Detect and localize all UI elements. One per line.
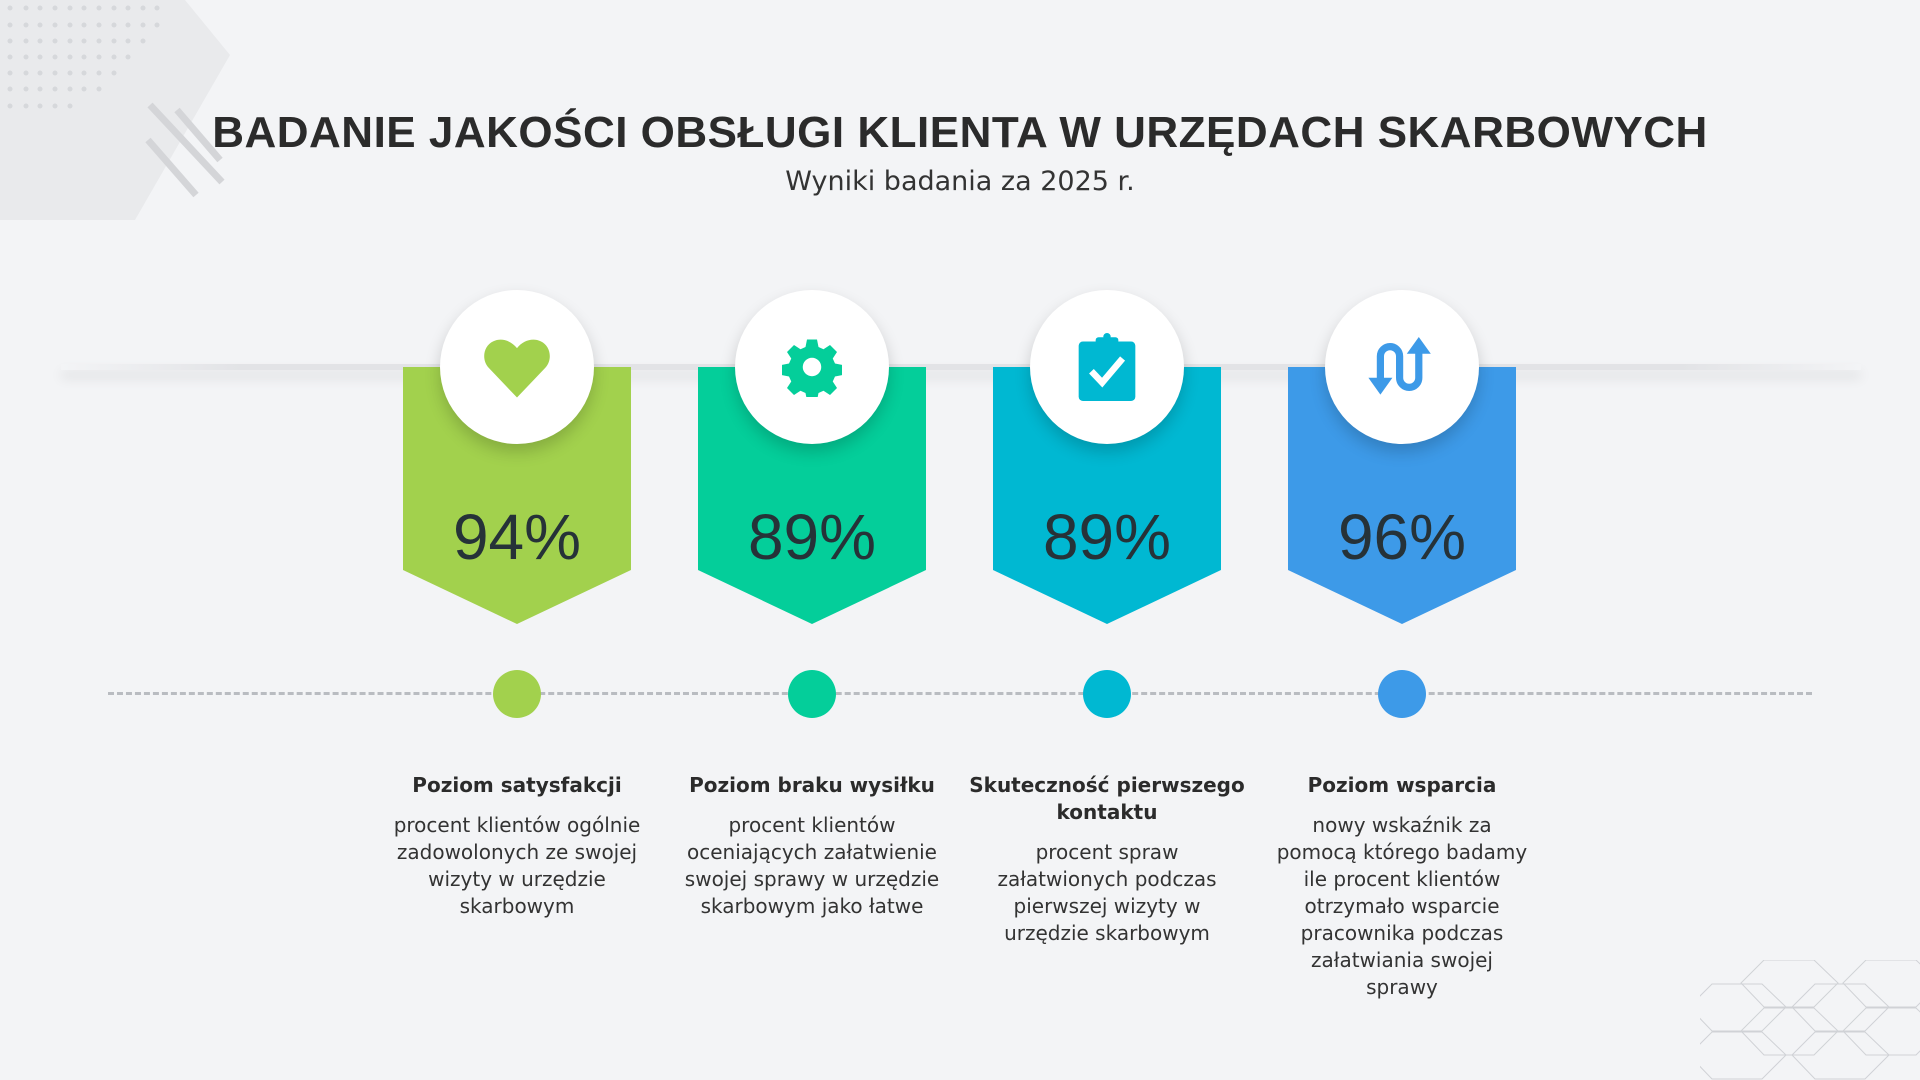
background-hexagon-decoration xyxy=(0,0,230,220)
timeline-dot xyxy=(1083,670,1131,718)
gear-icon xyxy=(782,339,842,397)
timeline-dashed-line xyxy=(108,692,1812,695)
metric-label: Poziom satysfakcji xyxy=(412,773,622,797)
metric-label: Poziom wsparcia xyxy=(1307,773,1497,797)
metric-description: nowy wskaźnik za pomocą którego badamy i… xyxy=(1276,813,1528,999)
hexagon-pattern-decoration xyxy=(1700,960,1920,1080)
page-title: BADANIE JAKOŚCI OBSŁUGI KLIENTA W URZĘDA… xyxy=(212,108,1708,157)
timeline-dot xyxy=(493,670,541,718)
timeline-dot xyxy=(788,670,836,718)
icon-circle xyxy=(735,290,889,444)
metric-description: procent klientów ogólnie zadowolonych ze… xyxy=(393,813,641,918)
page-subtitle: Wyniki badania za 2025 r. xyxy=(785,166,1135,197)
metric-value: 96% xyxy=(1337,501,1467,573)
exchange-arrows-icon xyxy=(1368,337,1431,395)
metric-value: 89% xyxy=(1042,501,1172,573)
metric-description: procent klientów oceniających załatwieni… xyxy=(684,813,940,918)
icon-circle xyxy=(440,290,594,444)
shelf-divider xyxy=(61,364,1861,370)
metric-label: Poziom braku wysiłku xyxy=(689,773,935,797)
metric-satisfaction: 94% Poziom satysfakcji procent klientów … xyxy=(372,0,662,1080)
metric-description: procent spraw załatwionych podczas pierw… xyxy=(997,840,1217,945)
metric-label: Skuteczność pierwszego kontaktu xyxy=(969,773,1245,824)
heart-icon xyxy=(484,339,550,398)
metric-value: 94% xyxy=(452,501,582,573)
icon-circle xyxy=(1325,290,1479,444)
metric-support: 96% Poziom wsparcia nowy wskaźnik za pom… xyxy=(1257,0,1547,1080)
dot-grid-decoration xyxy=(7,5,160,109)
metric-first-contact: 89% Skuteczność pierwszego kontaktu proc… xyxy=(962,0,1252,1080)
clipboard-check-icon xyxy=(1078,333,1136,401)
icon-circle xyxy=(1030,290,1184,444)
metric-value: 89% xyxy=(747,501,877,573)
diagonal-stripes-decoration xyxy=(145,102,225,198)
timeline-dot xyxy=(1378,670,1426,718)
metric-effort: 89% Poziom braku wysiłku procent klientó… xyxy=(667,0,957,1080)
